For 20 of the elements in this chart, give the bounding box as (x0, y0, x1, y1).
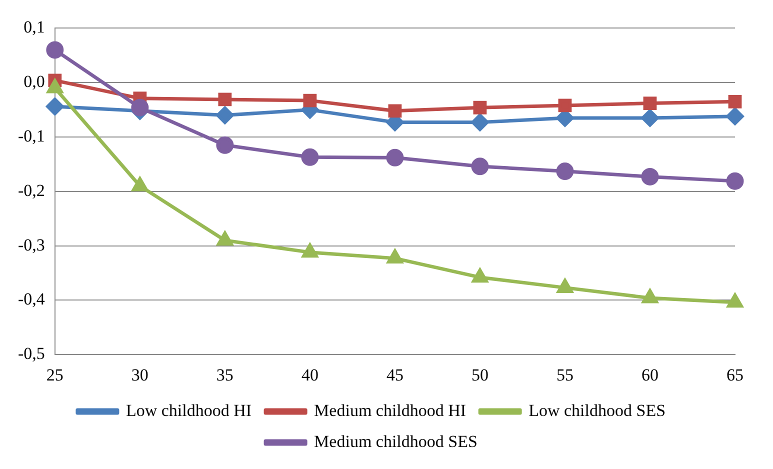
legend-label: Low childhood SES (528, 400, 666, 420)
legend-label: Low childhood HI (126, 400, 252, 420)
y-tick-label: 0,0 (24, 72, 45, 92)
x-tick-label: 65 (726, 365, 744, 384)
x-tick-label: 35 (216, 365, 234, 384)
x-tick-label: 50 (471, 365, 488, 384)
y-tick-label: -0,1 (18, 126, 45, 146)
x-tick-label: 25 (46, 365, 64, 384)
x-tick-label: 55 (556, 365, 574, 384)
y-tick-label: -0,3 (18, 235, 45, 254)
x-tick-label: 45 (386, 365, 404, 384)
x-tick-label: 40 (301, 365, 318, 384)
x-tick-label: 60 (641, 365, 658, 384)
y-tick-label: 0,1 (24, 18, 45, 37)
legend-label: Medium childhood SES (314, 432, 478, 451)
y-tick-label: -0,5 (18, 344, 45, 364)
y-tick-label: -0,2 (18, 180, 45, 200)
legend-label: Medium childhood HI (314, 400, 466, 420)
y-tick-label: -0,4 (18, 290, 46, 309)
x-tick-label: 30 (131, 365, 148, 384)
